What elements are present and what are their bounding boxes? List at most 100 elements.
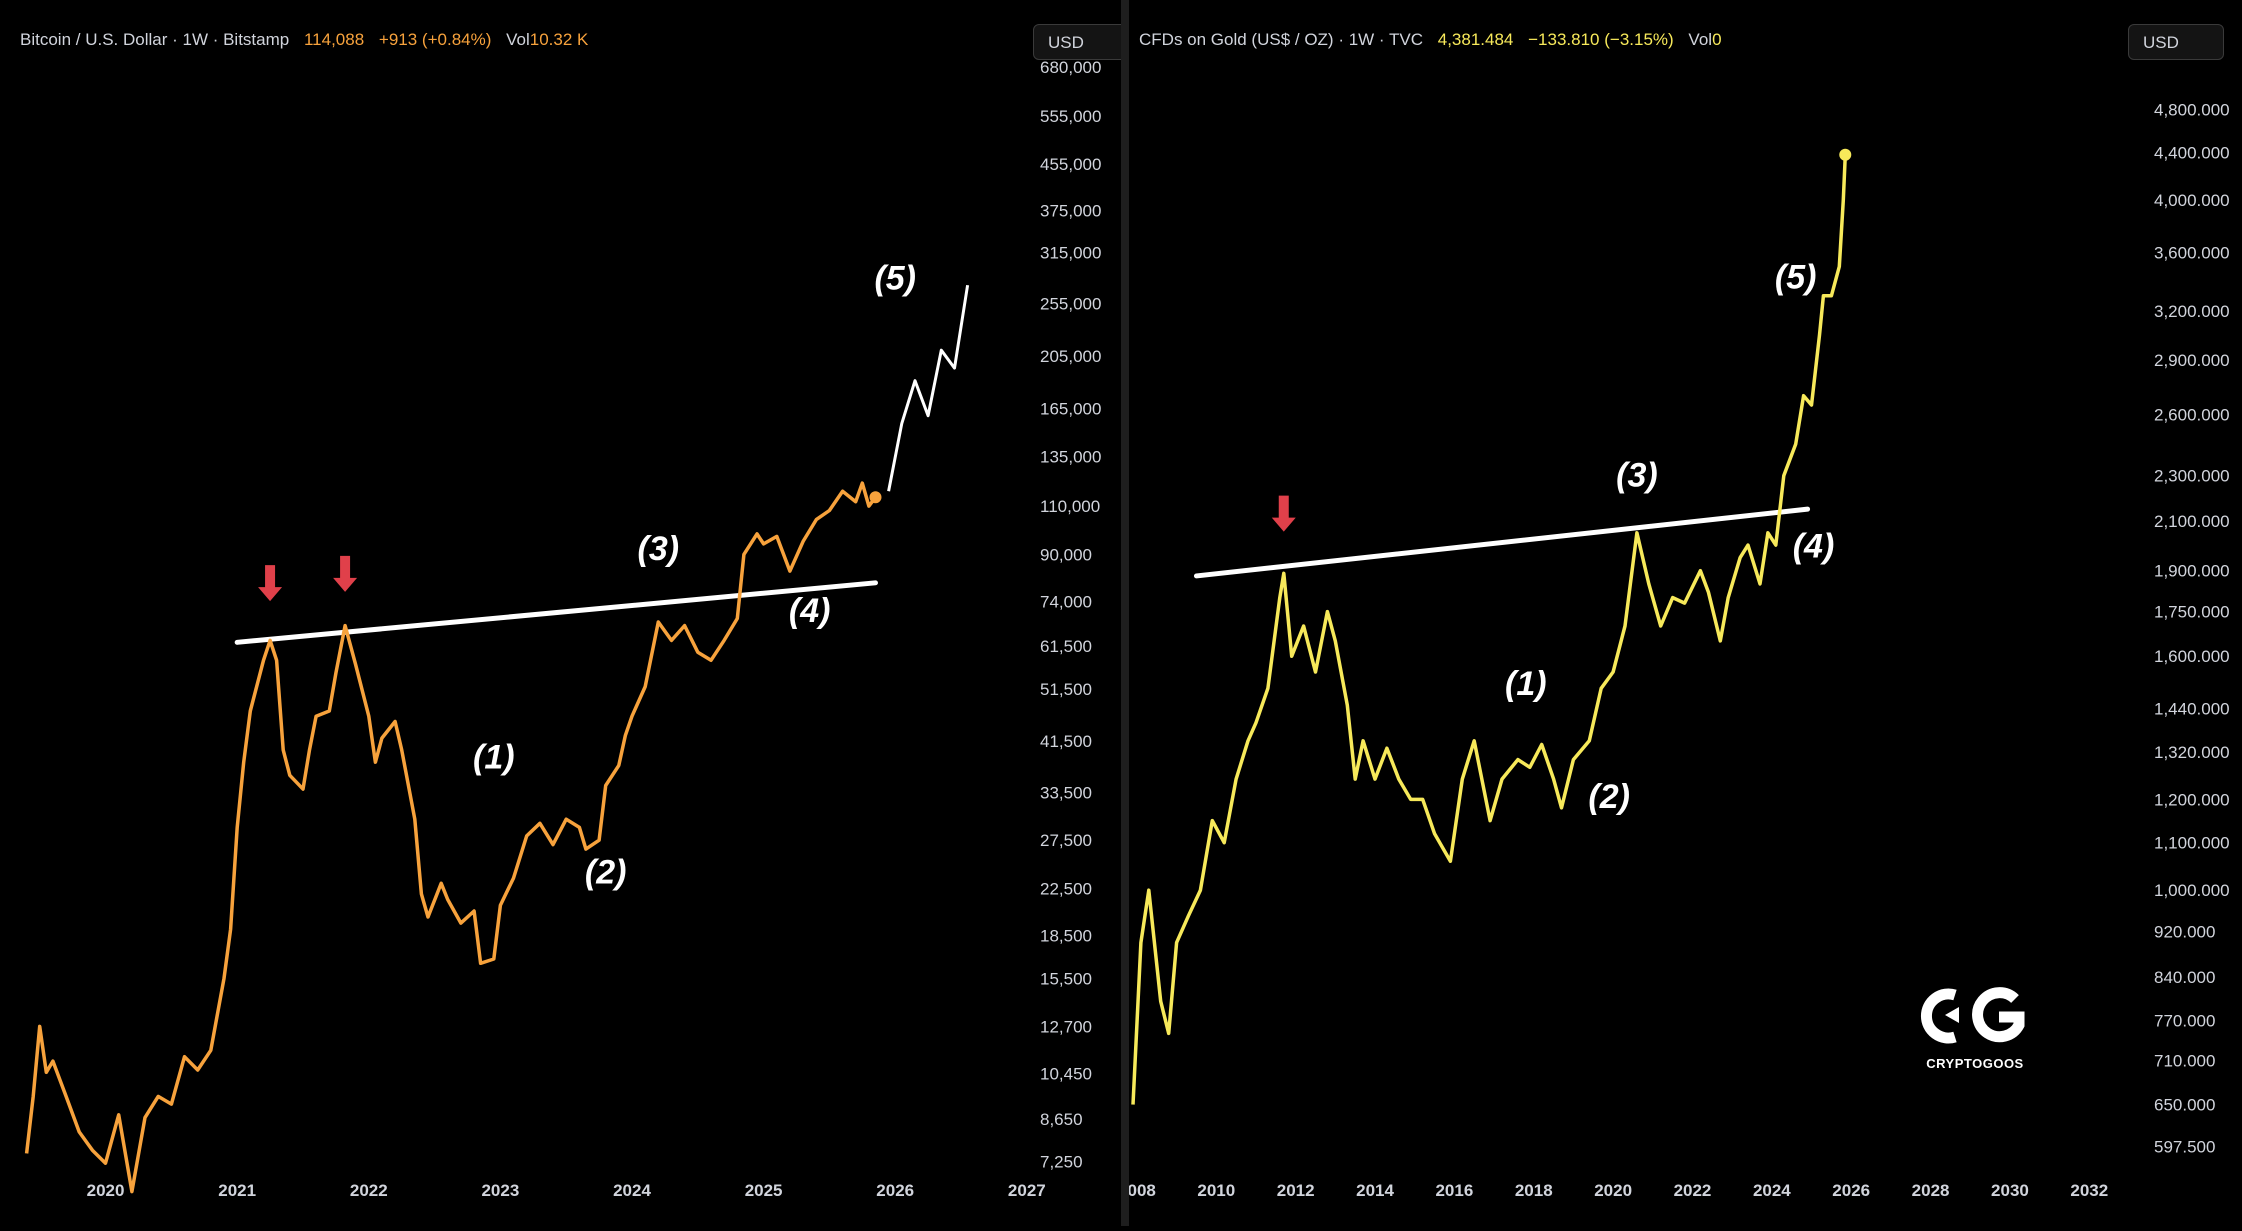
panel-divider[interactable]	[1121, 0, 1129, 1226]
y-tick-label-2: 4,000.000	[2154, 191, 2230, 210]
y-tick-label-18: 840.000	[2154, 968, 2215, 987]
y-tick-label-3: 3,600.000	[2154, 244, 2230, 263]
y-tick-label-23: 7,250	[1040, 1153, 1083, 1172]
y-tick-label-22: 597.500	[2154, 1138, 2215, 1157]
y-tick-label-5: 255,000	[1040, 294, 1101, 313]
wave-label-2: (2)	[585, 853, 627, 891]
x-tick-label-0: 2008	[1129, 1181, 1156, 1200]
currency-selector[interactable]: USD	[2128, 24, 2224, 60]
y-tick-label-2: 455,000	[1040, 155, 1101, 174]
y-tick-label-16: 1,000.000	[2154, 881, 2230, 900]
y-tick-label-14: 1,200.000	[2154, 790, 2230, 809]
price-line	[24, 481, 877, 1194]
y-tick-label-9: 110,000	[1040, 497, 1100, 516]
y-tick-label-6: 2,600.000	[2154, 406, 2230, 425]
x-tick-label-7: 2027	[1008, 1181, 1046, 1200]
resistance-trendline	[1193, 506, 1811, 579]
wave-label-1: (1)	[473, 739, 515, 777]
y-tick-label-14: 41,500	[1040, 732, 1092, 751]
x-tick-label-1: 2021	[218, 1181, 256, 1200]
x-tick-label-5: 2018	[1515, 1181, 1553, 1200]
chart-legend: Bitcoin / U.S. Dollar · 1W · Bitstamp 11…	[20, 30, 598, 50]
x-tick-label-6: 2020	[1594, 1181, 1632, 1200]
volume-label: Vol	[506, 30, 530, 49]
x-tick-label-2: 2022	[350, 1181, 388, 1200]
wave-label-1: (1)	[1505, 665, 1547, 703]
y-tick-label-17: 920.000	[2154, 923, 2215, 942]
y-tick-label-11: 74,000	[1040, 593, 1092, 612]
y-tick-label-16: 27,500	[1040, 831, 1092, 850]
x-tick-label-4: 2024	[613, 1181, 651, 1200]
y-tick-label-15: 33,500	[1040, 784, 1092, 803]
price-line	[1131, 154, 1848, 1105]
cryptogoos-logo: CRYPTOGOOS	[1915, 985, 2035, 1071]
y-tick-label-6: 205,000	[1040, 347, 1101, 366]
y-tick-label-9: 1,900.000	[2154, 562, 2230, 581]
price-change: −133.810 (−3.15%)	[1528, 30, 1674, 49]
volume-value: 10.32 K	[529, 30, 589, 49]
y-tick-label-21: 10,450	[1040, 1064, 1092, 1083]
y-tick-label-8: 135,000	[1040, 448, 1101, 467]
wave-label-3: (3)	[638, 530, 680, 568]
x-tick-label-4: 2016	[1435, 1181, 1473, 1200]
resistance-trendline	[234, 580, 878, 645]
y-tick-label-15: 1,100.000	[2154, 834, 2230, 853]
y-tick-label-5: 2,900.000	[2154, 351, 2230, 370]
y-tick-label-19: 15,500	[1040, 969, 1092, 988]
symbol-title: CFDs on Gold (US$ / OZ) · 1W · TVC	[1139, 30, 1424, 49]
y-tick-label-1: 4,400.000	[2154, 144, 2230, 163]
x-tick-label-6: 2026	[876, 1181, 914, 1200]
y-tick-label-7: 165,000	[1040, 399, 1101, 418]
chart-legend: CFDs on Gold (US$ / OZ) · 1W · TVC 4,381…	[1139, 30, 1732, 50]
volume-label: Vol	[1688, 30, 1713, 49]
logo-text: CRYPTOGOOS	[1926, 1056, 2024, 1071]
wave-label-5: (5)	[1775, 258, 1817, 296]
x-tick-label-12: 2032	[2070, 1181, 2108, 1200]
wave-label-4: (4)	[789, 592, 831, 630]
volume-value: 0	[1712, 30, 1722, 49]
y-tick-label-3: 375,000	[1040, 201, 1101, 220]
wave-label-5: (5)	[874, 260, 916, 298]
x-tick-label-7: 2022	[1674, 1181, 1712, 1200]
y-tick-label-20: 12,700	[1040, 1017, 1092, 1036]
x-tick-label-1: 2010	[1197, 1181, 1235, 1200]
y-tick-label-22: 8,650	[1040, 1110, 1083, 1129]
gold-chart-panel[interactable]: CFDs on Gold (US$ / OZ) · 1W · TVC 4,381…	[1118, 0, 2242, 1226]
peak-arrow-icon-1	[1271, 495, 1296, 532]
gold-price-chart[interactable]: 2008 2010 2012 2014 2016 2018 2020 2022 2024 2026…	[1118, 0, 2242, 1226]
y-tick-label-0: 4,800.000	[2154, 100, 2230, 119]
bitcoin-price-chart[interactable]: 2020 2021 2022 2023 2024 2025 2026 2027 680,000 5…	[0, 0, 1121, 1226]
last-price-marker	[869, 491, 882, 504]
x-tick-label-3: 2014	[1356, 1181, 1394, 1200]
y-tick-label-19: 770.000	[2154, 1011, 2215, 1030]
x-tick-label-2: 2012	[1277, 1181, 1315, 1200]
currency-selector[interactable]: USD	[1033, 24, 1129, 60]
x-tick-label-0: 2020	[87, 1181, 125, 1200]
y-tick-label-20: 710.000	[2154, 1052, 2215, 1071]
y-tick-label-11: 1,600.000	[2154, 647, 2230, 666]
y-tick-label-10: 1,750.000	[2154, 603, 2230, 622]
y-tick-label-12: 1,440.000	[2154, 700, 2230, 719]
y-tick-label-4: 315,000	[1040, 243, 1101, 262]
y-tick-label-0: 680,000	[1040, 58, 1101, 77]
y-tick-label-17: 22,500	[1040, 880, 1092, 899]
y-tick-label-7: 2,300.000	[2154, 467, 2230, 486]
last-price-marker	[1839, 148, 1852, 161]
x-tick-label-3: 2023	[481, 1181, 519, 1200]
x-tick-label-11: 2030	[1991, 1181, 2029, 1200]
y-tick-label-4: 3,200.000	[2154, 302, 2230, 321]
bitcoin-chart-panel[interactable]: Bitcoin / U.S. Dollar · 1W · Bitstamp 11…	[0, 0, 1129, 1226]
wave-label-3: (3)	[1616, 457, 1658, 495]
peak-arrow-icon-1	[258, 565, 283, 602]
y-tick-label-1: 555,000	[1040, 107, 1101, 126]
peak-arrow-icon-2	[333, 555, 358, 592]
wave-label-4: (4)	[1793, 528, 1835, 566]
y-tick-label-13: 1,320.000	[2154, 743, 2230, 762]
y-tick-label-13: 51,500	[1040, 680, 1092, 699]
last-price: 4,381.484	[1437, 30, 1514, 49]
y-tick-label-18: 18,500	[1040, 927, 1092, 946]
y-tick-label-21: 650.000	[2154, 1096, 2215, 1115]
x-tick-label-5: 2025	[745, 1181, 783, 1200]
price-change: +913 (+0.84%)	[378, 30, 492, 49]
y-tick-label-8: 2,100.000	[2154, 512, 2230, 531]
